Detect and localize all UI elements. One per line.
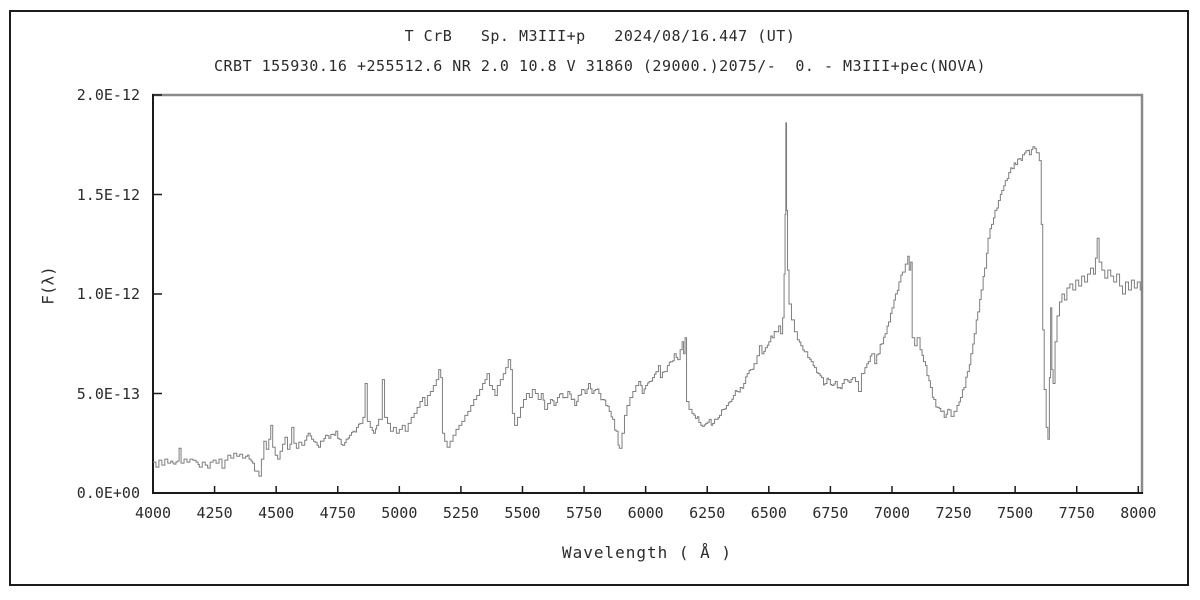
chart-subtitle: CRBT 155930.16 +255512.6 NR 2.0 10.8 V 3… [214,57,986,75]
y-tick-label-0.0E+00: 0.0E+00 [76,484,140,502]
x-axis-title: Wavelength ( Å ) [561,543,733,562]
x-tick-label-7250: 7250 [935,504,972,522]
x-tick-label-5500: 5500 [504,504,541,522]
x-tick-label-4250: 4250 [196,504,233,522]
chart-title: T CrB Sp. M3III+p 2024/08/16.447 (UT) [404,27,796,45]
y-tick-label-1.5E-12: 1.5E-12 [76,185,140,204]
x-tick-label-6250: 6250 [689,504,726,522]
x-tick-label-7500: 7500 [997,504,1034,522]
x-tick-label-4750: 4750 [319,504,356,522]
y-tick-label-5.0E-13: 5.0E-13 [76,384,140,403]
x-tick-label-5750: 5750 [566,504,603,522]
x-tick-label-6000: 6000 [627,504,664,522]
y-tick-label-2.0E-12: 2.0E-12 [76,86,140,104]
x-tick-label-4500: 4500 [258,504,295,522]
x-tick-label-6500: 6500 [750,504,787,522]
x-tick-label-8000: 8000 [1120,504,1157,522]
x-tick-label-4000: 4000 [134,504,172,522]
x-tick-label-5000: 5000 [381,504,418,522]
x-tick-label-7750: 7750 [1058,504,1095,522]
x-tick-label-5250: 5250 [442,504,479,522]
x-tick-label-6750: 6750 [812,504,849,522]
x-tick-label-7000: 7000 [873,504,911,522]
y-tick-label-1.0E-12: 1.0E-12 [76,285,140,303]
spectrum-trace [153,122,1143,477]
